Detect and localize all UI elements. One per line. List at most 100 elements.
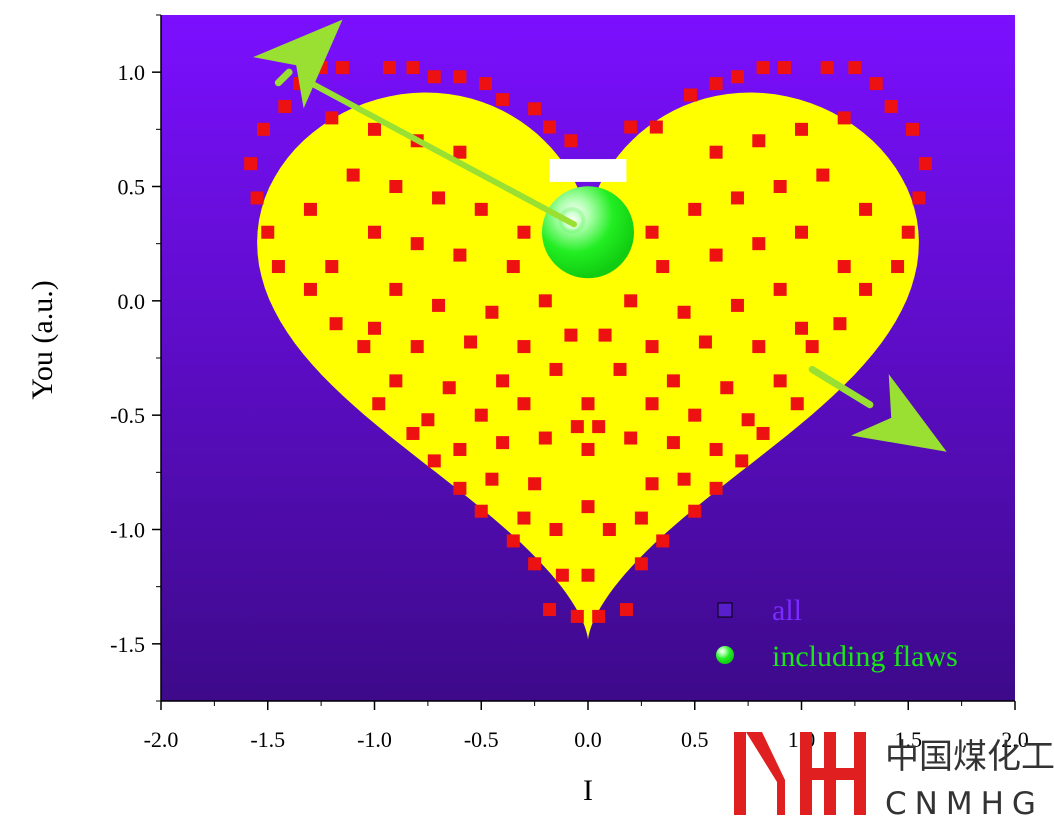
highlight-point xyxy=(250,191,264,205)
highlight-point xyxy=(528,557,542,571)
legend-marker-flaws xyxy=(716,646,734,664)
x-tick-label: -2.0 xyxy=(144,727,179,752)
highlight-point xyxy=(677,472,691,486)
highlight-point xyxy=(820,61,834,75)
highlight-point xyxy=(543,603,557,617)
highlight-point xyxy=(795,321,808,335)
highlight-point xyxy=(271,260,285,274)
highlight-point xyxy=(410,237,424,251)
highlight-point xyxy=(555,568,569,582)
highlight-point xyxy=(244,157,258,171)
highlight-point xyxy=(624,294,638,308)
highlight-point xyxy=(549,523,563,536)
highlight-point xyxy=(645,477,659,491)
highlight-point xyxy=(688,504,702,518)
highlight-point xyxy=(891,260,905,274)
highlight-point xyxy=(421,413,435,427)
highlight-point xyxy=(538,431,552,445)
highlight-point xyxy=(506,534,520,548)
highlight-point xyxy=(884,99,898,113)
highlight-point xyxy=(368,122,381,136)
highlight-point xyxy=(485,305,499,319)
highlight-point xyxy=(368,225,381,239)
highlight-point xyxy=(624,120,638,134)
highlight-point xyxy=(735,454,749,468)
highlight-point xyxy=(453,70,467,84)
highlight-point xyxy=(474,504,488,518)
highlight-point xyxy=(517,225,531,239)
highlight-point xyxy=(688,408,702,422)
y-tick-label: 0.5 xyxy=(118,175,146,200)
highlight-point xyxy=(756,61,770,75)
highlight-point xyxy=(795,225,808,239)
cnmhg-logo: 中国煤化工 CNMHG xyxy=(734,732,1054,822)
highlight-point xyxy=(649,120,663,134)
highlight-point xyxy=(427,454,441,468)
highlight-point xyxy=(581,442,595,456)
highlight-point xyxy=(773,282,787,296)
highlight-point xyxy=(683,88,697,102)
highlight-point xyxy=(303,202,317,216)
highlight-point xyxy=(677,305,691,319)
highlight-point xyxy=(543,120,557,134)
x-axis-title: I xyxy=(583,774,593,807)
highlight-point xyxy=(464,335,478,349)
highlight-point xyxy=(517,340,531,354)
highlight-point xyxy=(506,260,520,274)
highlight-point xyxy=(496,374,510,388)
y-tick-label: -1.0 xyxy=(110,518,145,543)
highlight-point xyxy=(752,237,766,251)
highlight-point xyxy=(372,397,386,411)
legend: all including flaws xyxy=(716,594,958,673)
highlight-point xyxy=(709,145,723,159)
highlight-point xyxy=(329,317,343,331)
highlight-point xyxy=(335,61,349,75)
highlight-point xyxy=(859,282,873,296)
legend-marker-all xyxy=(717,602,733,618)
highlight-point xyxy=(389,282,403,296)
highlight-point xyxy=(645,340,659,354)
highlight-point xyxy=(645,225,659,239)
highlight-point xyxy=(581,568,595,582)
highlight-point xyxy=(656,260,670,274)
x-tick-label: -0.5 xyxy=(464,727,499,752)
x-tick-label: 1.5 xyxy=(895,727,923,752)
highlight-point xyxy=(666,374,680,388)
highlight-point xyxy=(656,534,670,548)
highlight-point xyxy=(602,523,616,536)
highlight-point xyxy=(549,362,563,376)
y-axis-title: You (a.u.) xyxy=(26,280,59,399)
highlight-point xyxy=(756,426,770,440)
highlight-point xyxy=(485,472,499,486)
highlight-point xyxy=(592,420,606,434)
y-tick-label: -1.5 xyxy=(110,632,145,657)
highlight-point xyxy=(303,282,317,296)
highlight-point xyxy=(427,70,441,84)
highlight-point xyxy=(634,557,648,571)
highlight-point xyxy=(901,225,915,239)
highlight-point xyxy=(474,202,488,216)
logo-en-text: CNMHG xyxy=(885,786,1044,822)
y-tick-label: 0.0 xyxy=(118,289,146,314)
highlight-point xyxy=(624,431,638,445)
highlight-point xyxy=(709,481,723,495)
highlight-point xyxy=(406,426,420,440)
highlight-point xyxy=(752,340,766,354)
highlight-point xyxy=(805,340,819,354)
highlight-point xyxy=(581,397,595,411)
heart-fill xyxy=(257,92,919,640)
heart-region xyxy=(257,92,919,640)
highlight-point xyxy=(634,511,648,525)
legend-label-all: all xyxy=(772,594,802,627)
highlight-point xyxy=(816,168,830,182)
highlight-point xyxy=(410,340,424,354)
highlight-point xyxy=(357,340,371,354)
highlight-point xyxy=(645,397,659,411)
highlight-point xyxy=(564,328,578,342)
highlight-point xyxy=(496,436,510,450)
highlight-point xyxy=(777,61,791,75)
highlight-point xyxy=(581,500,595,514)
highlight-point xyxy=(730,298,744,312)
highlight-point xyxy=(346,168,360,182)
